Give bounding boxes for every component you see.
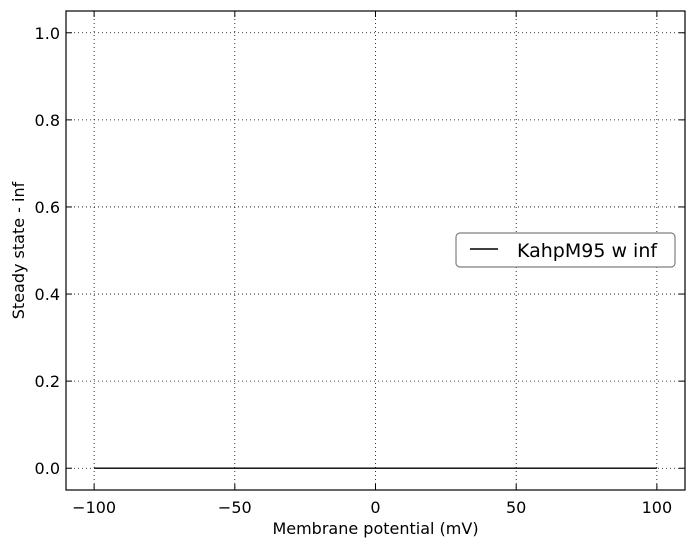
x-tick-label: 0 — [370, 498, 380, 517]
y-tick-label: 0.8 — [35, 111, 60, 130]
y-tick-label: 0.4 — [35, 285, 60, 304]
x-axis-label: Membrane potential (mV) — [272, 519, 478, 538]
x-tick-label: 100 — [642, 498, 673, 517]
y-tick-label: 0.0 — [35, 459, 60, 478]
axis-ticks: −100 −50 0 50 100 0.0 0.2 0.4 0.6 0.8 1.0 — [35, 11, 685, 517]
x-tick-label: −50 — [218, 498, 252, 517]
x-tick-label: 50 — [506, 498, 526, 517]
legend: KahpM95 w inf — [455, 232, 676, 268]
legend-label: KahpM95 w inf — [517, 240, 658, 262]
legend-box — [455, 232, 676, 268]
y-tick-label: 0.2 — [35, 372, 60, 391]
y-tick-label: 0.6 — [35, 198, 60, 217]
y-axis-label: Steady state - inf — [9, 181, 28, 319]
x-tick-label: −100 — [72, 498, 116, 517]
y-tick-label: 1.0 — [35, 24, 60, 43]
